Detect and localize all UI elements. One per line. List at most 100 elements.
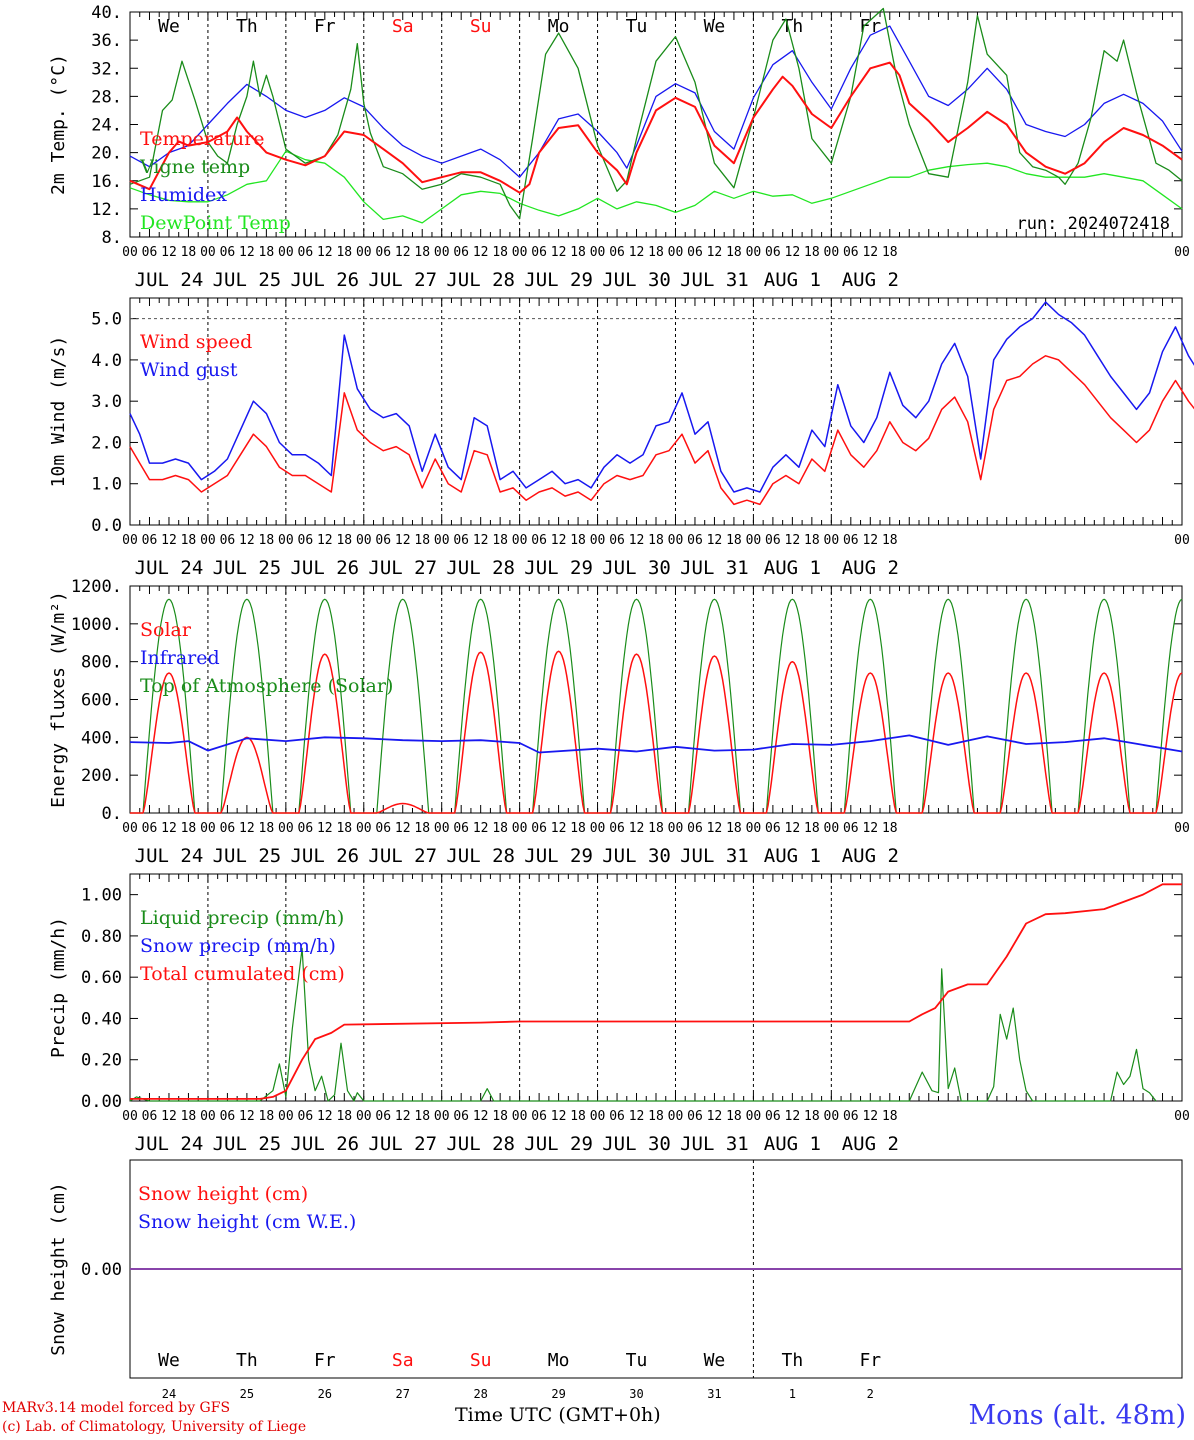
hour-label: 12 — [862, 1109, 878, 1124]
date-label: JUL 29 — [524, 557, 593, 579]
hour-label: 00 — [356, 821, 372, 836]
hour-label: 18 — [336, 533, 352, 548]
hour-label: 12 — [785, 821, 801, 836]
hour-label: 12 — [551, 821, 567, 836]
hour-label: 00 — [824, 533, 840, 548]
hour-label: 06 — [687, 1109, 703, 1124]
hour-label: 18 — [882, 821, 898, 836]
hour-label: 12 — [707, 245, 723, 260]
y-tick-label: 1.00 — [81, 886, 122, 906]
hour-label: 18 — [259, 1109, 275, 1124]
hour-label: 12 — [317, 1109, 333, 1124]
date-label: JUL 25 — [213, 269, 282, 291]
hour-label: 18 — [336, 245, 352, 260]
date-label: JUL 31 — [680, 557, 749, 579]
hour-label: 18 — [804, 533, 820, 548]
hour-label: 12 — [862, 821, 878, 836]
hour-label: 18 — [570, 533, 586, 548]
y-tick-label: 40. — [91, 3, 122, 23]
weekday-label: We — [704, 16, 726, 37]
day-number-label: 2 — [867, 1387, 874, 1400]
hour-label: 12 — [161, 245, 177, 260]
date-label: JUL 27 — [368, 1133, 437, 1155]
date-label: JUL 24 — [135, 269, 204, 291]
y-tick-label: 16. — [91, 172, 122, 192]
hour-label: 12 — [317, 821, 333, 836]
hour-label: 06 — [843, 245, 859, 260]
y-tick-label: 24. — [91, 116, 122, 136]
legend-humidex: Humidex — [140, 184, 227, 206]
hour-label: 00 — [122, 533, 138, 548]
hour-label: 18 — [726, 1109, 742, 1124]
hour-label: 18 — [804, 245, 820, 260]
date-label: JUL 24 — [135, 557, 204, 579]
hour-label: 18 — [882, 533, 898, 548]
date-label: AUG 2 — [842, 557, 899, 579]
weekday-label: Th — [782, 1350, 804, 1371]
hour-label: 00 — [278, 821, 294, 836]
hour-label: 00 — [590, 821, 606, 836]
hour-label: 00 — [512, 245, 528, 260]
series-liquid-precip-mm-h- — [129, 947, 1157, 1102]
legend-solar: Solar — [140, 619, 192, 641]
weekday-label: Mo — [548, 1350, 570, 1371]
hour-label: 12 — [473, 1109, 489, 1124]
legend-dewpoint-temp: DewPoint Temp — [140, 212, 291, 234]
weekday-label: We — [158, 16, 180, 37]
legend-top-of-atmosphere-solar-: Top of Atmosphere (Solar) — [140, 675, 393, 697]
model-credit-line2: (c) Lab. of Climatology, University of L… — [2, 1419, 307, 1435]
model-credit-line1: MARv3.14 model forced by GFS — [2, 1400, 231, 1416]
hour-label: 18 — [259, 821, 275, 836]
date-label: JUL 25 — [213, 557, 282, 579]
date-label: JUL 31 — [680, 1133, 749, 1155]
hour-label: 00 — [434, 1109, 450, 1124]
y-tick-label: 4.0 — [91, 351, 122, 371]
hour-label: 00 — [746, 1109, 762, 1124]
hour-label: 12 — [785, 245, 801, 260]
weekday-label: Tu — [626, 1350, 648, 1371]
model-credit: MARv3.14 model forced by GFS (c) Lab. of… — [2, 1399, 306, 1437]
hour-label: 12 — [551, 245, 567, 260]
hour-label: 06 — [220, 1109, 236, 1124]
hour-label: 06 — [453, 821, 469, 836]
hour-label: 12 — [161, 821, 177, 836]
hour-label: 18 — [492, 245, 508, 260]
y-axis-label: Snow height (cm) — [48, 1182, 69, 1355]
date-label: AUG 2 — [842, 845, 899, 867]
hour-label: 06 — [298, 533, 314, 548]
y-tick-label: 0.60 — [81, 968, 122, 988]
hour-label: 00 — [668, 245, 684, 260]
hour-label: 12 — [161, 533, 177, 548]
legend-liquid-precip-mm-h-: Liquid precip (mm/h) — [140, 907, 344, 929]
hour-label: 00 — [668, 533, 684, 548]
hour-label: 18 — [414, 1109, 430, 1124]
weekday-label: Sa — [392, 16, 414, 37]
hour-label: 00 — [434, 245, 450, 260]
hour-label: 00 — [122, 1109, 138, 1124]
date-label: JUL 30 — [602, 1133, 671, 1155]
hour-label: 06 — [609, 1109, 625, 1124]
date-label: JUL 27 — [368, 269, 437, 291]
hour-label: 00 — [668, 1109, 684, 1124]
y-tick-label: 0. — [102, 804, 122, 824]
hour-label: 00 — [512, 1109, 528, 1124]
series-solar — [130, 650, 1183, 814]
hour-label: 00 — [200, 245, 216, 260]
hour-label: 00 — [590, 245, 606, 260]
series-infrared — [129, 734, 1183, 754]
hour-label: 00 — [122, 245, 138, 260]
hour-label: 12 — [239, 533, 255, 548]
y-axis-label: Energy fluxes (W/m²) — [48, 591, 69, 808]
day-number-label: 30 — [629, 1387, 643, 1400]
hour-label: 06 — [843, 533, 859, 548]
hour-label: 12 — [239, 1109, 255, 1124]
y-tick-label: 36. — [91, 31, 122, 51]
hour-label: 12 — [862, 245, 878, 260]
y-tick-label: 20. — [91, 144, 122, 164]
hour-label: 18 — [804, 1109, 820, 1124]
hour-label: 06 — [375, 1109, 391, 1124]
hour-label: 00 — [512, 533, 528, 548]
y-tick-label: 8. — [102, 228, 122, 248]
hour-label: 00 — [434, 533, 450, 548]
